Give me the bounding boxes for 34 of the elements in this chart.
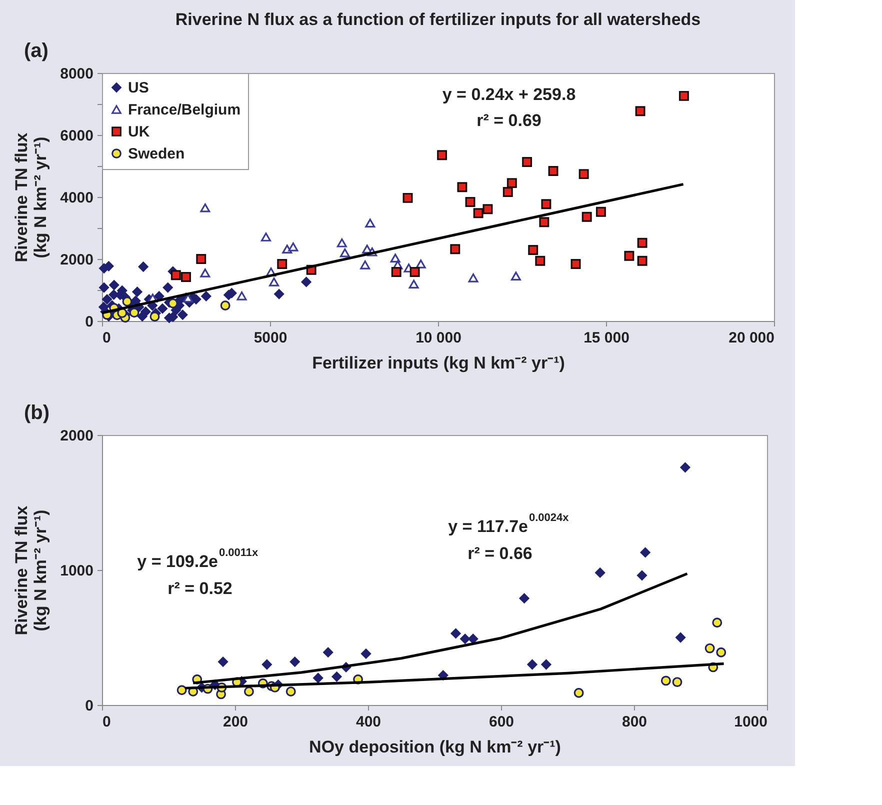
legend-label: France/Belgium [128, 102, 241, 118]
x-axis-title: NOy deposition (kg N km⁻² yr⁻¹) [309, 738, 561, 756]
x-tick-label: 15 000 [584, 330, 630, 346]
x-tick-label: 200 [222, 714, 248, 730]
x-tick-label: 5000 [254, 330, 288, 346]
x-tick-label: 800 [622, 714, 648, 730]
y-tick-label: 4000 [60, 190, 94, 206]
x-axis-title: Fertilizer inputs (kg N km⁻² yr⁻¹) [312, 354, 565, 372]
annotation: r² = 0.52 [168, 579, 232, 598]
x-tick-label: 400 [356, 714, 382, 730]
x-tick-label: 0 [102, 330, 111, 346]
x-tick-label: 600 [488, 714, 514, 730]
y-tick-label: 2000 [60, 252, 94, 268]
text: (a) [24, 40, 48, 62]
y-tick-label: 0 [85, 314, 94, 330]
x-tick-label: 0 [102, 714, 111, 730]
legend-label: Sweden [128, 146, 185, 162]
chart-title: Riverine N flux as a function of fertilizer inputs for all watersheds [175, 10, 701, 29]
annotation: r² = 0.66 [468, 544, 532, 563]
annotation: y = 0.24x + 259.8 [442, 85, 576, 104]
text: (b) [24, 402, 50, 424]
x-tick-label: 10 000 [416, 330, 462, 346]
x-tick-label: 1000 [734, 714, 768, 730]
y-tick-label: 6000 [60, 128, 94, 144]
y-tick-label: 1000 [60, 562, 94, 580]
legend-label: US [128, 80, 149, 96]
y-tick-label: 8000 [60, 66, 94, 82]
y-tick-label: 0 [85, 698, 94, 714]
y-tick-label: 2000 [60, 428, 94, 444]
legend-label: UK [128, 124, 150, 140]
x-tick-label: 20 000 [728, 330, 774, 346]
annotation: r² = 0.69 [476, 111, 542, 130]
y-axis-title: Riverine TN flux (kg N km⁻² yr⁻¹) [12, 505, 50, 636]
y-axis-title: Riverine TN flux (kg N km⁻² yr⁻¹) [12, 132, 50, 262]
